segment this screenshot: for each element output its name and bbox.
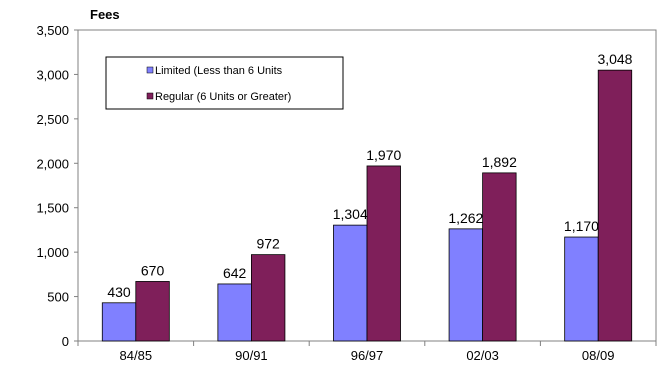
y-tick-label: 3,500	[36, 23, 69, 38]
y-tick-label: 0	[62, 334, 69, 349]
y-tick-label: 1,000	[36, 245, 69, 260]
data-label-regular: 1,892	[482, 154, 517, 170]
x-tick-label: 02/03	[466, 348, 499, 363]
y-tick-label: 500	[47, 290, 69, 305]
data-label-regular: 1,970	[366, 147, 401, 163]
bar-series	[101, 69, 633, 342]
bar-regular	[366, 165, 401, 342]
data-label-limited: 1,262	[448, 210, 483, 226]
bar-limited	[217, 283, 252, 342]
y-tick-label: 1,500	[36, 201, 69, 216]
x-tick-label: 84/85	[120, 348, 153, 363]
data-label-limited: 1,170	[564, 218, 599, 234]
bar-regular	[135, 281, 170, 342]
x-tick-label: 08/09	[582, 348, 615, 363]
data-label-limited: 1,304	[333, 206, 368, 222]
bar-regular	[250, 254, 286, 342]
legend-label-limited: Limited (Less than 6 Units	[155, 65, 283, 77]
data-label-regular: 670	[141, 262, 165, 278]
x-tick-label: 90/91	[235, 348, 268, 363]
data-label-regular: 3,048	[597, 51, 632, 67]
data-labels: 430 670 642 972 1,304 1,970 1,262 1,892 1,170 3,0…	[107, 51, 632, 300]
bar-limited	[448, 228, 483, 342]
bar-limited	[333, 224, 368, 342]
data-label-limited: 430	[107, 284, 131, 300]
legend-box	[105, 56, 344, 110]
bar-limited	[564, 236, 599, 342]
y-tick-label: 2,000	[36, 156, 69, 171]
y-axis: 0 500 1,000 1,500 2,000 2,500 3,000 3,500	[36, 23, 78, 349]
legend-label-regular: Regular (6 Units or Greater)	[155, 91, 291, 103]
bar-limited	[101, 302, 137, 342]
y-axis-title: Fees	[90, 7, 120, 22]
legend-swatch-regular	[146, 92, 154, 100]
bar-regular	[597, 69, 633, 342]
legend: Limited (Less than 6 Units Regular (6 Un…	[105, 56, 344, 110]
legend-swatch-limited	[146, 66, 154, 74]
y-tick-label: 3,000	[36, 67, 69, 82]
data-label-regular: 972	[256, 236, 280, 252]
x-axis: 84/85 90/91 96/97 02/03 08/09	[77, 341, 657, 363]
y-tick-label: 2,500	[36, 112, 69, 127]
x-tick-label: 96/97	[351, 348, 384, 363]
data-label-limited: 642	[223, 265, 247, 281]
bar-regular	[482, 172, 517, 342]
